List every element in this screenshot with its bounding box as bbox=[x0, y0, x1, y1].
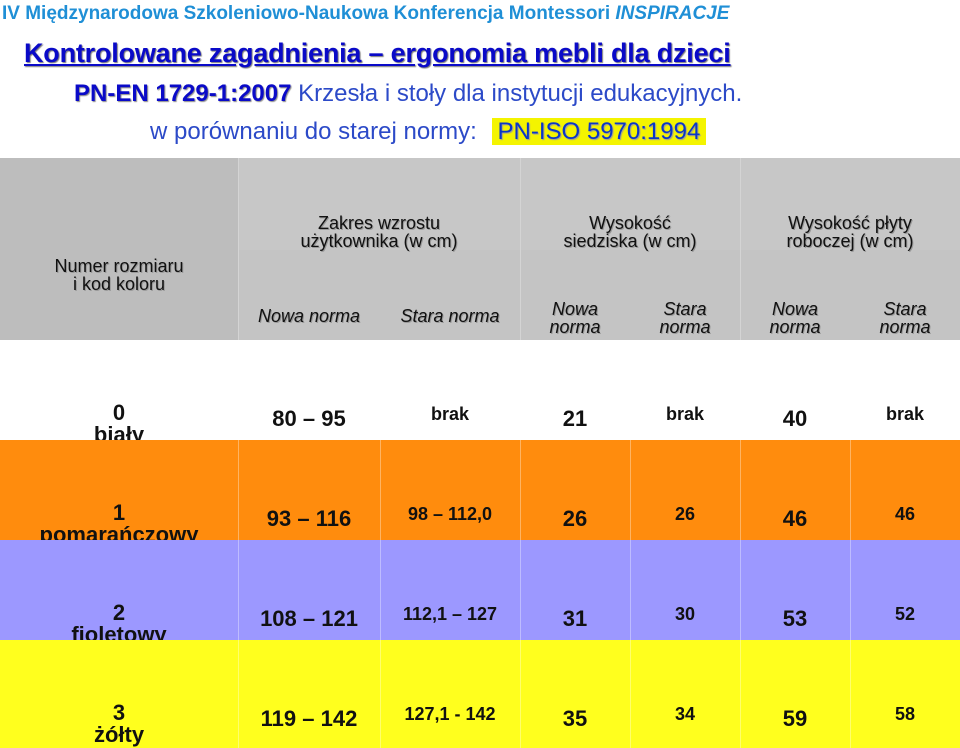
column-divider bbox=[238, 440, 239, 540]
header-divider bbox=[740, 158, 741, 340]
subheader-word: Stara bbox=[883, 299, 927, 319]
cell-growth-old: 112,1 – 127 bbox=[402, 604, 498, 624]
column-divider bbox=[238, 540, 239, 640]
subheader-word: norma bbox=[549, 317, 601, 337]
cell-desk-old: brak bbox=[885, 404, 925, 424]
cell-growth-old: 127,1 - 142 bbox=[404, 704, 496, 724]
norm-code: PN-EN 1729-1:2007 bbox=[74, 80, 292, 107]
column-divider bbox=[520, 440, 521, 540]
header-size-label: Numer rozmiaru i kod koloru bbox=[0, 257, 238, 293]
cell-desk-old: 52 bbox=[894, 604, 916, 624]
conference-brand: INSPIRACJE bbox=[615, 3, 730, 24]
cell-desk-new: 40 bbox=[782, 406, 808, 431]
header-seat-height: Wysokość siedziska (w cm) bbox=[520, 214, 740, 250]
header-desk-line2: roboczej (w cm) bbox=[786, 231, 914, 251]
cell-seat-old: brak bbox=[665, 404, 705, 424]
subheader-word: norma bbox=[769, 317, 821, 337]
header-divider bbox=[238, 158, 239, 340]
comparison-label: w porównaniu do starej normy: bbox=[150, 118, 477, 145]
cell-seat-old: 26 bbox=[674, 504, 696, 524]
column-divider bbox=[520, 640, 521, 748]
column-divider bbox=[850, 640, 851, 748]
header-divider bbox=[520, 158, 521, 340]
cell-growth-new: 93 – 116 bbox=[266, 506, 352, 531]
cell-seat-new: 21 bbox=[562, 406, 588, 431]
table-header-subheaders-strip bbox=[238, 250, 960, 340]
row-size-label: 3 żółty bbox=[0, 702, 238, 746]
subheader-desk-old: Stara norma bbox=[850, 300, 960, 336]
header-size-label-line2: i kod koloru bbox=[72, 274, 166, 294]
header-desk-line1: Wysokość płyty bbox=[788, 213, 912, 233]
conference-header: IV Międzynarodowa Szkoleniowo-Naukowa Ko… bbox=[0, 0, 960, 28]
row-size-number: 2 bbox=[112, 600, 126, 625]
subheader-growth-old: Stara norma bbox=[400, 306, 500, 326]
subheader-word: Nowa bbox=[771, 299, 819, 319]
cell-growth-old: 98 – 112,0 bbox=[407, 504, 493, 524]
subheader-seat-old: Stara norma bbox=[630, 300, 740, 336]
table-header-groups-strip bbox=[238, 158, 960, 250]
cell-growth-new: 108 – 121 bbox=[260, 606, 358, 631]
header-growth-range: Zakres wzrostu użytkownika (w cm) bbox=[238, 214, 520, 250]
subheader-growth-new: Nowa norma bbox=[257, 306, 361, 326]
conference-name: IV Międzynarodowa Szkoleniowo-Naukowa Ko… bbox=[2, 3, 611, 24]
header-size-label-line1: Numer rozmiaru bbox=[54, 256, 184, 276]
subheader-desk-new: Nowa norma bbox=[740, 300, 850, 336]
page-title: Kontrolowane zagadnienia – ergonomia meb… bbox=[24, 38, 731, 68]
header-seat-line1: Wysokość bbox=[589, 213, 671, 233]
header-seat-line2: siedziska (w cm) bbox=[563, 231, 697, 251]
cell-desk-new: 53 bbox=[782, 606, 808, 631]
cell-growth-new: 119 – 142 bbox=[260, 706, 358, 731]
cell-desk-old: 46 bbox=[894, 504, 916, 524]
column-divider bbox=[740, 640, 741, 748]
column-divider bbox=[238, 640, 239, 748]
cell-growth-old: brak bbox=[430, 404, 470, 424]
cell-seat-new: 31 bbox=[562, 606, 588, 631]
cell-seat-old: 34 bbox=[674, 704, 696, 724]
column-divider bbox=[630, 640, 631, 748]
cell-desk-new: 59 bbox=[782, 706, 808, 731]
subheader-word: Nowa bbox=[551, 299, 599, 319]
subheader-seat-new: Nowa norma bbox=[520, 300, 630, 336]
subheader-word: norma bbox=[879, 317, 931, 337]
cell-desk-old: 58 bbox=[894, 704, 916, 724]
row-size-number: 0 bbox=[112, 400, 126, 425]
comparison-line: w porównaniu do starej normy: PN-ISO 597… bbox=[150, 118, 707, 146]
row-size-number: 3 bbox=[112, 700, 126, 725]
column-divider bbox=[380, 640, 381, 748]
cell-seat-new: 35 bbox=[562, 706, 588, 731]
table-row-size-0: 0 biały 80 – 95 brak 21 brak 40 brak bbox=[0, 340, 960, 446]
cell-desk-new: 46 bbox=[782, 506, 808, 531]
table-row-size-3: 3 żółty 119 – 142 127,1 - 142 35 34 59 5… bbox=[0, 640, 960, 748]
subheader-word: norma bbox=[659, 317, 711, 337]
header-growth-line2: użytkownika (w cm) bbox=[300, 231, 458, 251]
header-growth-line1: Zakres wzrostu bbox=[317, 213, 441, 233]
table-row-size-2: 2 fioletowy 108 – 121 112,1 – 127 31 30 … bbox=[0, 540, 960, 646]
column-divider bbox=[380, 440, 381, 540]
cell-seat-old: 30 bbox=[674, 604, 696, 624]
column-divider bbox=[740, 440, 741, 540]
subheader-word: Stara bbox=[663, 299, 707, 319]
cell-seat-new: 26 bbox=[562, 506, 588, 531]
column-divider bbox=[630, 540, 631, 640]
column-divider bbox=[380, 540, 381, 640]
column-divider bbox=[630, 440, 631, 540]
norm-description: Krzesła i stoły dla instytucji edukacyjn… bbox=[298, 80, 743, 107]
column-divider bbox=[520, 540, 521, 640]
cell-growth-new: 80 – 95 bbox=[272, 406, 346, 431]
old-norm-code: PN-ISO 5970:1994 bbox=[491, 118, 707, 145]
column-divider bbox=[850, 440, 851, 540]
column-divider bbox=[850, 540, 851, 640]
row-color-name: żółty bbox=[93, 722, 145, 747]
table-row-size-1: 1 pomarańczowy 93 – 116 98 – 112,0 26 26… bbox=[0, 440, 960, 546]
norm-line: PN-EN 1729-1:2007 Krzesła i stoły dla in… bbox=[74, 80, 742, 108]
column-divider bbox=[740, 540, 741, 640]
row-size-number: 1 bbox=[112, 500, 126, 525]
header-desk-height: Wysokość płyty roboczej (w cm) bbox=[740, 214, 960, 250]
